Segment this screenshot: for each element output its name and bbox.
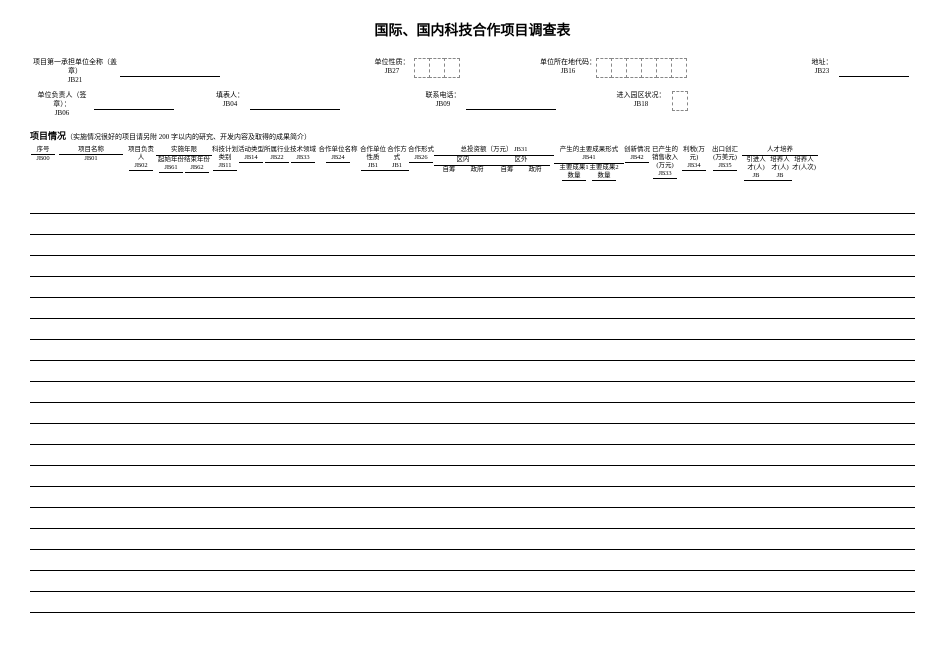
table-row[interactable] xyxy=(30,472,915,487)
table-header: 序号JB00 项目名称JB01 项目负责人JB02 实施年限 起始年份JB61 … xyxy=(30,146,915,182)
header-row-2: 单位负责人（签章）： JB06 填表人： JB04 联系电话： JB09 进入园… xyxy=(30,91,915,118)
table-row[interactable] xyxy=(30,325,915,340)
page-title: 国际、国内科技合作项目调查表 xyxy=(30,20,915,40)
phone-label: 联系电话： JB09 xyxy=(420,91,466,109)
address-input[interactable] xyxy=(839,58,909,77)
unit-head-label: 单位负责人（签章）： JB06 xyxy=(30,91,94,118)
table-row[interactable] xyxy=(30,451,915,466)
unit-head-input[interactable] xyxy=(94,91,174,110)
table-row[interactable] xyxy=(30,283,915,298)
filler-label: 填表人： JB04 xyxy=(210,91,250,109)
header-row-1: 项目第一承担单位全称（盖章） JB21 单位性质： JB27 单位所在地代码： … xyxy=(30,58,915,85)
table-row[interactable] xyxy=(30,262,915,277)
table-row[interactable] xyxy=(30,577,915,592)
park-label: 进入园区状况： JB18 xyxy=(610,91,672,109)
unit-full-label: 项目第一承担单位全称（盖章） JB21 xyxy=(30,58,120,85)
park-boxes[interactable] xyxy=(672,91,688,111)
table-row[interactable] xyxy=(30,493,915,508)
table-row[interactable] xyxy=(30,535,915,550)
table-row[interactable] xyxy=(30,514,915,529)
unit-loc-label: 单位所在地代码： JB16 xyxy=(540,58,596,76)
data-rows xyxy=(30,199,915,613)
table-row[interactable] xyxy=(30,556,915,571)
unit-nature-label: 单位性质： JB27 xyxy=(370,58,414,76)
table-row[interactable] xyxy=(30,346,915,361)
phone-input[interactable] xyxy=(466,91,556,110)
table-row[interactable] xyxy=(30,241,915,256)
section-title: 项目情况（实施情况很好的项目请另附 200 字以内的研究、开发内容及取得的成果简… xyxy=(30,129,915,142)
table-row[interactable] xyxy=(30,304,915,319)
table-row[interactable] xyxy=(30,220,915,235)
unit-loc-boxes[interactable] xyxy=(596,58,687,78)
table-row[interactable] xyxy=(30,388,915,403)
unit-nature-boxes[interactable] xyxy=(414,58,460,78)
table-row[interactable] xyxy=(30,430,915,445)
table-row[interactable] xyxy=(30,367,915,382)
filler-input[interactable] xyxy=(250,91,340,110)
table-row[interactable] xyxy=(30,199,915,214)
table-row[interactable] xyxy=(30,598,915,613)
unit-full-input[interactable] xyxy=(120,58,220,77)
address-label: 地址： JB23 xyxy=(805,58,839,76)
table-row[interactable] xyxy=(30,409,915,424)
